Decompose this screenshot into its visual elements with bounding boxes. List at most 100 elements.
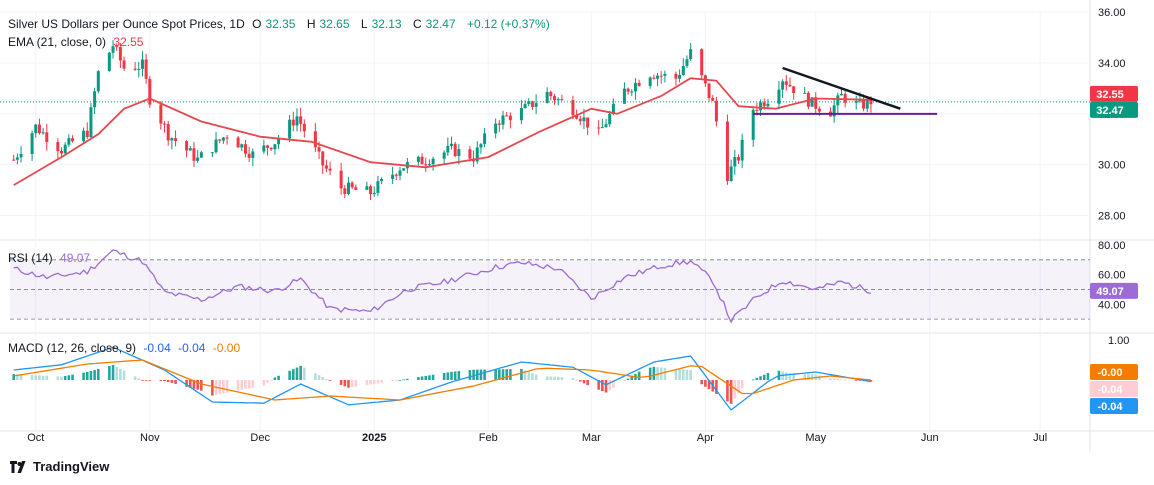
macd-histogram-bar [689,370,692,380]
macd-histogram-bar [244,380,247,390]
candle-body [302,123,306,132]
macd-histogram-bar [321,377,325,380]
ema-legend-value: 32.55 [113,35,144,49]
candle-body [424,164,428,166]
candle-body [836,95,840,106]
candle-body [736,157,740,161]
macd-histogram-bar [314,373,317,380]
time-tick-label: Jun [921,432,939,444]
macd-histogram-bar [200,380,203,391]
macd-histogram-bar [840,379,843,381]
macd-histogram-bar [133,376,137,380]
candle-body [733,157,737,167]
macd-signal-line [13,359,871,401]
macd-histogram-bar [759,376,762,380]
macd-histogram-bar [854,380,858,381]
candle-body [597,127,601,129]
candle-body [586,117,590,128]
candle-body [199,152,203,158]
candle-body [608,113,612,125]
candle-body [321,151,325,166]
time-tick-label: Mar [582,432,601,444]
macd-line [13,346,872,411]
candle-body [247,153,251,158]
macd-histogram-bar [144,380,148,381]
candle-body [656,75,660,79]
brand-name: TradingView [33,459,110,474]
macd-pane[interactable] [12,346,873,411]
macd-histogram-bar [785,372,788,380]
time-tick-label: 2025 [362,432,386,444]
macd-histogram-bar [30,375,34,380]
macd-histogram-bar [509,369,512,380]
candle-body [854,100,858,103]
candle-body [269,147,273,150]
candle-body [243,144,247,154]
macd-histogram-bar [185,380,188,387]
price-tick-label: 30.00 [1098,160,1126,172]
macd-histogram-bar [240,380,244,390]
candle-body [328,168,332,171]
macd-histogram-bar [38,375,41,380]
candle-body [15,157,19,160]
macd-histogram-bar [674,368,678,380]
macd-histogram-bar [45,375,49,380]
low-value: 32.13 [371,17,402,31]
candle-body [416,156,420,163]
candle-body [133,68,137,70]
rsi-pane[interactable] [10,249,1090,324]
macd-legend: MACD (12, 26, close, 9) -0.04 -0.04 -0.0… [8,341,244,355]
candle-body [626,88,630,92]
candle-body [34,124,38,134]
candlestick-series [12,40,873,200]
price-tick-label: 28.00 [1098,211,1126,223]
descending-resistance-trendline[interactable] [782,66,901,110]
macd-histogram-bar [347,380,350,388]
macd-histogram-bar [586,380,589,386]
time-tick-label: Nov [140,432,160,444]
macd-histogram-bar [266,380,269,383]
tradingview-logo[interactable]: TradingView [10,459,109,474]
candle-body [398,170,402,176]
macd-histogram-bar [291,369,295,380]
macd-histogram-bar [420,376,424,380]
symbol-title: Silver US Dollars per Ounce Spot Prices,… [8,17,245,31]
macd-histogram-bar [247,380,251,389]
macd-histogram-bar [479,369,483,380]
candle-body [225,137,229,139]
candle-body [45,132,49,143]
macd-tick-label: 1.00 [1108,335,1129,347]
macd-histogram-bar [829,378,832,380]
macd-histogram-bar [729,380,733,404]
price-pane[interactable] [0,40,1090,200]
candle-body [865,99,869,109]
candle-body [571,100,575,116]
candle-body [291,119,295,126]
ema-legend-label: EMA (21, close, 0) [8,35,107,49]
macd-histogram-bar [707,380,711,390]
macd-histogram-bar [93,370,96,380]
macd-histogram-bar [575,379,578,381]
macd-histogram-bar [843,379,847,381]
close-label: C [412,17,422,31]
high-value: 32.65 [319,17,350,31]
macd-histogram-bar [303,367,306,380]
candle-body [166,124,170,141]
macd-histogram-bar [534,374,538,380]
candle-body [740,139,744,161]
candle-body [343,188,347,194]
candle-body [549,92,553,97]
candle-body [497,123,501,125]
macd-histogram-bar [472,369,475,380]
candle-body [652,77,656,79]
candle-body [530,101,534,107]
macd-histogram-bar [325,378,328,380]
time-axis[interactable]: Oct Nov Dec 2025 Feb Mar Apr May Jun Jul [27,432,1047,444]
candle-body [19,153,23,158]
candle-body [221,137,225,141]
macd-histogram-bar [137,378,141,380]
macd-histogram-bar [141,380,144,381]
macd-histogram-bar [836,379,840,380]
candle-body [107,52,111,72]
